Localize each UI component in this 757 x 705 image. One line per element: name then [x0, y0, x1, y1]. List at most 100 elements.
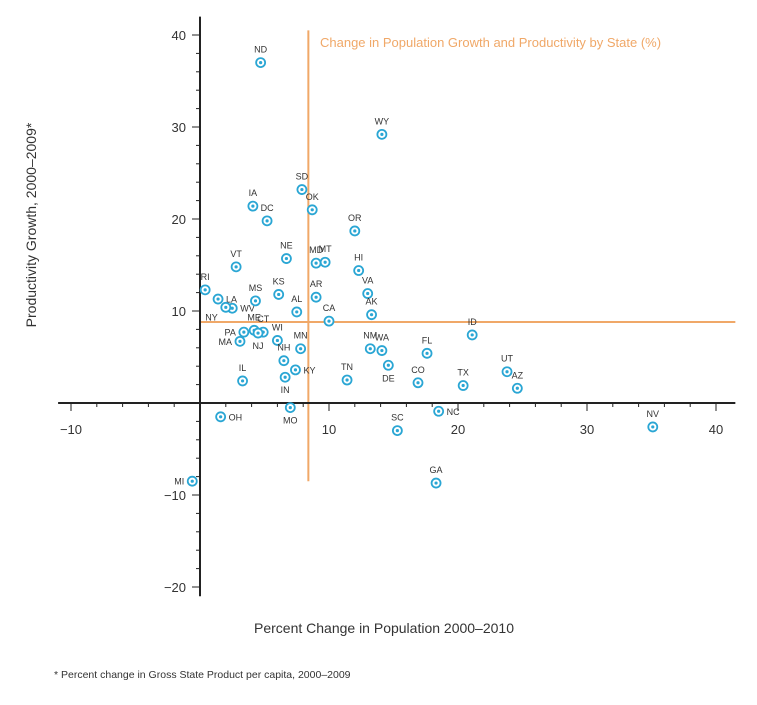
data-point: UT [501, 354, 514, 378]
data-point: WY [375, 116, 390, 140]
point-label: OH [229, 412, 243, 422]
data-point: AZ [512, 370, 524, 394]
point-dot [240, 379, 245, 383]
point-dot [219, 415, 223, 419]
point-label: IA [249, 188, 258, 198]
data-point: DE [382, 359, 395, 383]
point-dot [395, 429, 399, 433]
data-point: MT [319, 244, 332, 268]
point-label: MA [218, 337, 232, 347]
point-label: WV [240, 304, 255, 314]
data-point: IL [237, 363, 248, 387]
data-point: AK [366, 297, 378, 321]
point-label: MN [294, 331, 308, 341]
point-label: KS [273, 276, 285, 286]
point-dot [259, 61, 263, 65]
data-point: SC [391, 413, 404, 437]
x-tick-label: 20 [451, 422, 465, 437]
point-label: GA [430, 465, 443, 475]
point-label: IL [239, 363, 247, 373]
point-label: DC [261, 203, 274, 213]
point-dot [275, 338, 279, 343]
data-point: GA [430, 465, 443, 489]
x-axis-title: Percent Change in Population 2000–2010 [254, 620, 514, 636]
point-label: SC [391, 413, 404, 423]
point-dot [323, 260, 327, 264]
point-label: MT [319, 244, 332, 254]
data-point: KY [290, 364, 315, 375]
point-label: ID [468, 317, 478, 327]
point-dot [238, 339, 242, 343]
y-tick-label: 10 [172, 304, 186, 319]
data-point: PA [225, 326, 250, 338]
point-dot [288, 406, 292, 410]
point-dot [277, 292, 281, 297]
point-dot [314, 295, 318, 299]
data-point: NH [277, 343, 290, 367]
point-dot [505, 370, 509, 374]
point-label: PA [225, 328, 236, 338]
axes [58, 16, 736, 597]
data-point: RI [199, 272, 211, 296]
x-tick-label: −10 [60, 422, 82, 437]
point-dot [515, 386, 519, 390]
point-label: IN [281, 385, 290, 395]
point-label: ME [247, 312, 261, 322]
data-point: NJ [253, 327, 264, 351]
data-point: CO [411, 365, 425, 389]
point-dot [470, 333, 474, 337]
point-label: WY [375, 116, 390, 126]
point-dot [295, 310, 299, 314]
x-tick-label: 30 [580, 422, 594, 437]
data-point: CA [323, 303, 335, 327]
data-point: SD [296, 172, 309, 195]
data-point: KS [273, 276, 285, 300]
data-point: MO [283, 402, 298, 426]
point-dot [284, 256, 289, 261]
data-point: NV [647, 409, 659, 433]
data-point: OH [215, 411, 243, 422]
point-label: MI [174, 477, 184, 487]
data-point: NM [363, 331, 377, 355]
point-dot [345, 378, 349, 382]
point-label: RI [201, 272, 210, 282]
point-dot [353, 229, 357, 233]
y-tick-label: 20 [172, 212, 186, 227]
point-label: MS [249, 283, 263, 293]
point-label: ND [254, 45, 267, 55]
point-dot [461, 383, 465, 388]
point-label: FL [422, 335, 433, 345]
point-label: AL [291, 294, 302, 304]
point-label: WI [272, 322, 283, 332]
point-dot [425, 351, 429, 355]
x-tick-label: 10 [322, 422, 336, 437]
point-dot [380, 348, 384, 353]
point-label: SD [296, 172, 309, 182]
point-dot [265, 219, 269, 223]
point-label: NJ [253, 341, 264, 351]
point-label: AK [366, 297, 378, 307]
point-label: AR [310, 279, 323, 289]
point-label: NE [280, 241, 293, 251]
point-dot [310, 208, 314, 212]
point-dot [300, 187, 304, 192]
point-label: OK [306, 192, 319, 202]
point-label: NM [363, 331, 377, 341]
point-label: TN [341, 362, 353, 372]
point-label: KY [303, 365, 315, 375]
point-label: NY [205, 312, 218, 322]
point-label: AZ [512, 370, 524, 380]
point-dot [203, 288, 207, 292]
point-label: WA [375, 333, 389, 343]
data-point: FL [421, 335, 433, 359]
point-dot [380, 132, 384, 136]
data-point: VT [230, 249, 242, 273]
data-point: AR [310, 279, 323, 303]
data-point: MA [218, 335, 246, 347]
point-dot [230, 306, 234, 310]
point-label: CT [257, 314, 269, 324]
point-dot [357, 268, 361, 273]
data-point: MI [174, 475, 198, 487]
